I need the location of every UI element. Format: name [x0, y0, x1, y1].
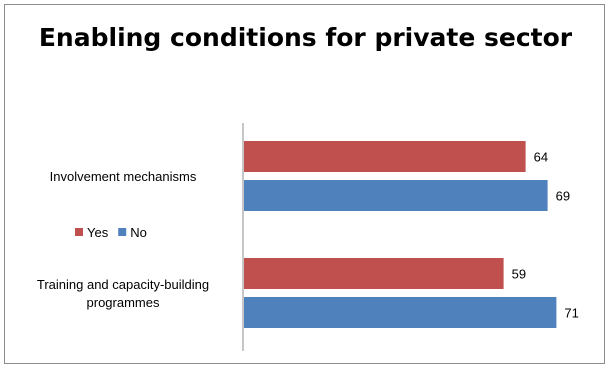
data-label: 71	[564, 306, 578, 321]
legend-label-no: No	[130, 225, 147, 240]
legend-swatch-yes	[75, 228, 83, 236]
data-label: 64	[534, 150, 548, 165]
legend-label-yes: Yes	[87, 225, 109, 240]
chart-frame: Enabling conditions for private sector 6…	[4, 4, 605, 364]
bar-chart: 64 69 Involvement mechanisms 59 71 Training a…	[37, 123, 579, 351]
chart-title: Enabling conditions for private sector	[38, 23, 573, 52]
category-label: Involvement mechanisms	[50, 169, 197, 184]
bar-yes-1	[244, 141, 526, 172]
legend-swatch-no	[118, 228, 127, 236]
bar-yes-2	[244, 258, 504, 289]
bar-no-2	[244, 297, 557, 328]
data-label: 59	[512, 267, 526, 282]
data-label: 69	[556, 189, 570, 204]
category-label: Training and capacity-building programmes	[37, 277, 209, 310]
bar-no-1	[244, 180, 548, 211]
